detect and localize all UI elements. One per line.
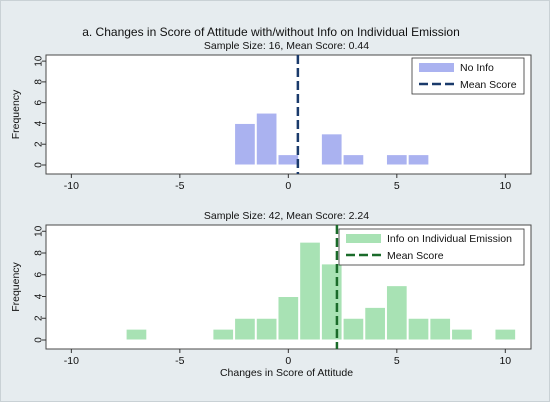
histogram-bar (385, 154, 408, 166)
y-axis-label: Frequency (10, 261, 22, 311)
x-tick-label: -5 (175, 355, 184, 367)
histogram-bar (255, 317, 278, 341)
y-tick-label: 10 (34, 225, 45, 237)
x-tick-label: 10 (499, 180, 511, 192)
histogram-bar (212, 328, 235, 341)
histogram-bar (407, 154, 430, 166)
subtitle: Sample Size: 16, Mean Score: 0.44 (204, 40, 369, 52)
x-tick-label: -10 (64, 180, 79, 192)
legend-swatch-bar (419, 63, 454, 72)
legend-label-mean: Mean Score (387, 250, 444, 262)
histogram-bar (234, 317, 256, 341)
x-tick-label: 5 (394, 180, 400, 192)
y-tick-label: 6 (34, 99, 45, 105)
histogram-bar (342, 317, 365, 341)
y-axis-label: Frequency (10, 89, 22, 139)
figure-title: a. Changes in Score of Attitude with/wit… (82, 25, 460, 39)
y-tick-label: 8 (34, 79, 45, 85)
x-tick-label: 0 (285, 355, 291, 367)
y-tick-label: 6 (34, 272, 45, 278)
y-tick-label: 4 (34, 120, 45, 126)
legend: No Info Mean Score (411, 57, 525, 95)
histogram-bar (364, 306, 386, 341)
legend-label-bar: Info on Individual Emission (387, 233, 512, 245)
histogram-bar (407, 317, 430, 341)
y-tick-label: 2 (34, 315, 45, 321)
subtitle: Sample Size: 42, Mean Score: 2.24 (204, 210, 369, 222)
histogram-bar (255, 112, 278, 166)
y-tick-label: 4 (34, 293, 45, 299)
histogram-bar (277, 296, 300, 341)
histogram-bar (234, 122, 256, 166)
x-tick-label: -5 (175, 180, 184, 192)
histogram-bar (451, 328, 473, 341)
x-tick-label: 0 (285, 180, 291, 192)
legend-label-bar: No Info (460, 62, 494, 74)
histogram-bar (494, 328, 517, 341)
histogram-bar (125, 328, 148, 341)
legend-swatch-bar (346, 234, 381, 243)
histogram-bar (320, 133, 343, 166)
histogram-bar (385, 285, 408, 341)
x-tick-label: -10 (64, 355, 79, 367)
x-tick-label: 10 (499, 355, 511, 367)
y-tick-label: 8 (34, 250, 45, 256)
y-tick-label: 2 (34, 141, 45, 147)
x-tick-label: 5 (394, 355, 400, 367)
histogram-bar (320, 263, 343, 341)
legend: Info on Individual Emission Mean Score (338, 228, 525, 266)
histogram-bar (342, 154, 365, 166)
y-tick-label: 0 (34, 337, 45, 343)
panel-no-info: Sample Size: 16, Mean Score: 0.44 Frequen… (10, 40, 532, 192)
histogram-bar (429, 317, 452, 341)
histogram-bar (277, 154, 300, 166)
panel-info-individual-emission: Sample Size: 42, Mean Score: 2.24 Frequen… (10, 210, 532, 379)
histogram-bar (299, 241, 321, 341)
y-tick-label: 10 (34, 55, 45, 67)
y-tick-label: 0 (34, 162, 45, 168)
x-axis-label: Changes in Score of Attitude (220, 367, 353, 379)
legend-label-mean: Mean Score (460, 79, 517, 91)
